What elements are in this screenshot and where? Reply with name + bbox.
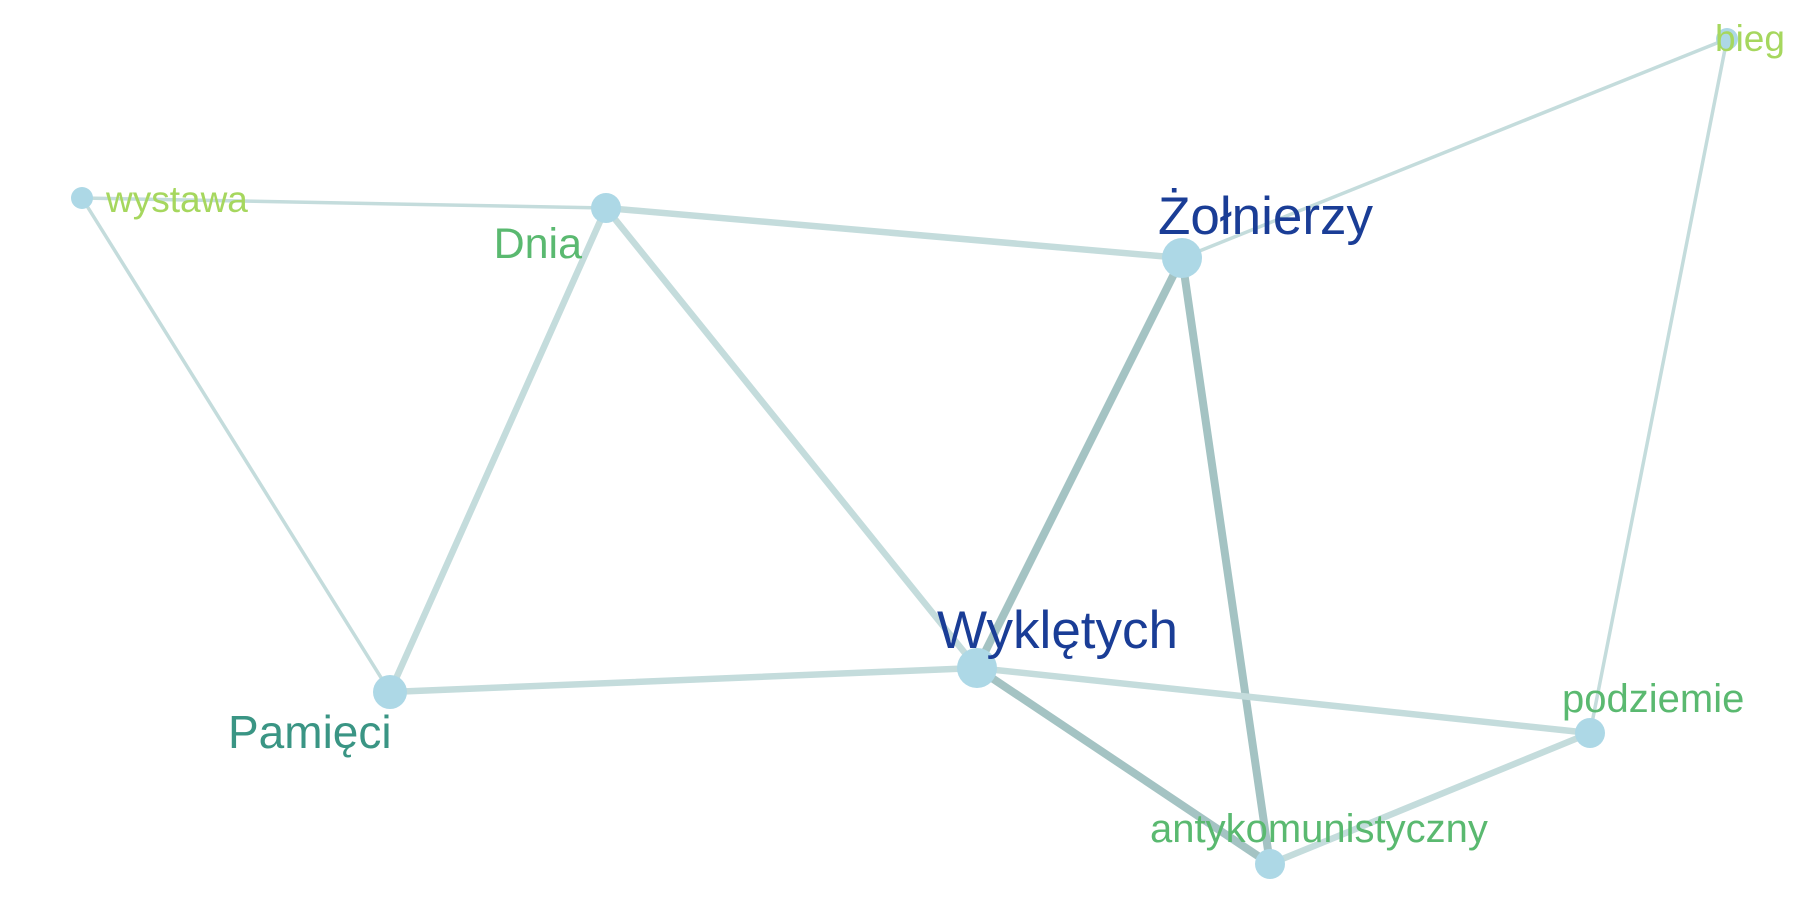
node-bieg[interactable] <box>1716 28 1738 50</box>
labels-layer: wystawa Dnia Żołnierzy bieg Wyklętych Pamięci… <box>105 18 1785 851</box>
node-label-antykomunistyczny: antykomunistyczny <box>1150 807 1488 851</box>
edge-wystawa-dnia <box>80 196 608 210</box>
node-label-zolnierzy: Żołnierzy <box>1158 187 1374 246</box>
node-wykletych[interactable] <box>957 648 997 688</box>
node-label-bieg: bieg <box>1715 18 1785 59</box>
node-pamieci[interactable] <box>373 675 407 709</box>
node-dnia[interactable] <box>591 193 621 223</box>
node-wystawa[interactable] <box>71 187 93 209</box>
edge-wykletych-antykomunistyczny <box>973 664 1274 868</box>
node-label-wykletych: Wyklętych <box>937 601 1178 660</box>
edge-pamieci-wykletych <box>386 664 981 696</box>
node-label-wystawa: wystawa <box>105 179 248 220</box>
node-antykomunistyczny[interactable] <box>1255 849 1285 879</box>
edge-podziemie-antykomunistyczny <box>1266 729 1594 868</box>
edge-zolnierzy-wykletych <box>973 254 1186 672</box>
node-zolnierzy[interactable] <box>1162 238 1202 278</box>
edge-dnia-pamieci <box>386 204 610 696</box>
edge-zolnierzy-bieg <box>1180 37 1729 260</box>
edge-wykletych-podziemie <box>973 664 1594 737</box>
edge-wystawa-pamieci <box>80 196 392 694</box>
node-label-podziemie: podziemie <box>1562 677 1744 721</box>
nodes-layer <box>71 28 1738 879</box>
edges-layer <box>80 37 1729 868</box>
node-label-dnia: Dnia <box>494 220 583 268</box>
edge-bieg-podziemie <box>1588 37 1729 735</box>
edge-dnia-zolnierzy <box>602 204 1186 262</box>
edge-zolnierzy-antykomunistyczny <box>1178 254 1274 868</box>
node-podziemie[interactable] <box>1575 718 1605 748</box>
node-label-pamieci: Pamięci <box>228 706 392 758</box>
edge-dnia-wykletych <box>602 204 981 672</box>
